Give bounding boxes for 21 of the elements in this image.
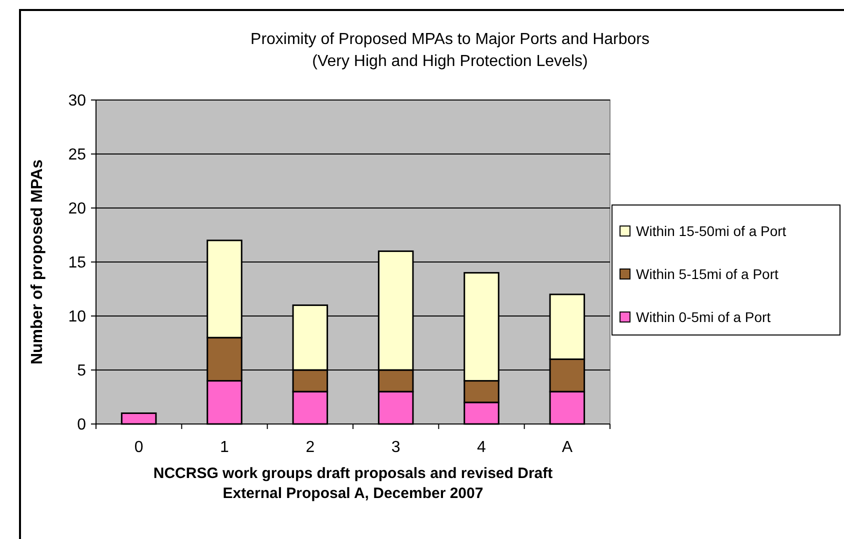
y-tick-label: 10 <box>68 308 86 326</box>
legend-label: Within 5-15mi of a Port <box>636 266 778 282</box>
x-tick-label: 2 <box>306 439 315 456</box>
x-tick-label: 1 <box>220 439 230 456</box>
legend-label: Within 15-50mi of a Port <box>636 222 786 239</box>
y-tick-label: 5 <box>77 362 86 380</box>
legend-label: Within 0-5mi of a Port <box>636 308 771 325</box>
y-tick-label: 30 <box>68 92 86 110</box>
chart-title: Proximity of Proposed MPAs to Major Ports and Harbors <box>250 31 650 48</box>
y-tick-label: 25 <box>68 146 86 164</box>
x-tick-label: A <box>562 439 573 456</box>
chart-subtitle: (Very High and High Protection Levels) <box>312 53 588 70</box>
x-tick-label: 0 <box>134 439 144 456</box>
y-tick-label: 0 <box>77 416 86 434</box>
x-axis-title: NCCRSG work groups draft proposals and revised Draft External Proposal A, December 2007 <box>152 464 554 504</box>
x-tick-label: 4 <box>477 439 486 456</box>
x-tick-label: 3 <box>391 439 400 456</box>
y-tick-label: 20 <box>68 200 86 218</box>
y-axis-title: Number of proposed MPAs <box>29 159 46 365</box>
y-tick-label: 15 <box>68 254 86 272</box>
bar <box>120 412 157 425</box>
